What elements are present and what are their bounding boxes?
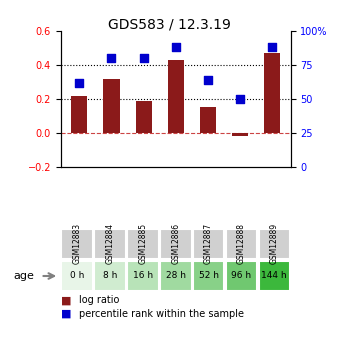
Text: GSM12887: GSM12887 [204, 223, 213, 264]
FancyBboxPatch shape [160, 260, 192, 291]
Text: 96 h: 96 h [232, 271, 251, 280]
Text: GSM12886: GSM12886 [171, 223, 180, 264]
Point [141, 56, 146, 61]
FancyBboxPatch shape [94, 229, 126, 259]
Point [237, 96, 243, 102]
Point [173, 45, 178, 50]
Text: GDS583 / 12.3.19: GDS583 / 12.3.19 [107, 17, 231, 31]
FancyBboxPatch shape [62, 260, 93, 291]
Text: percentile rank within the sample: percentile rank within the sample [79, 309, 244, 319]
FancyBboxPatch shape [127, 229, 159, 259]
Text: GSM12889: GSM12889 [270, 223, 279, 264]
FancyBboxPatch shape [193, 229, 224, 259]
Bar [103, 79, 120, 133]
Text: 52 h: 52 h [199, 271, 219, 280]
FancyBboxPatch shape [226, 229, 257, 259]
Point [77, 80, 82, 85]
Text: 0 h: 0 h [70, 271, 84, 280]
FancyBboxPatch shape [193, 260, 224, 291]
Bar [264, 53, 280, 133]
Text: ■: ■ [61, 295, 71, 305]
Text: GSM12884: GSM12884 [105, 223, 115, 264]
Bar [200, 107, 216, 133]
Text: 144 h: 144 h [262, 271, 287, 280]
FancyBboxPatch shape [259, 229, 290, 259]
FancyBboxPatch shape [127, 260, 159, 291]
Bar [71, 96, 87, 133]
Text: GSM12888: GSM12888 [237, 223, 246, 264]
Point [205, 77, 211, 83]
FancyBboxPatch shape [259, 260, 290, 291]
Text: age: age [14, 271, 34, 281]
FancyBboxPatch shape [226, 260, 257, 291]
Bar [232, 133, 248, 136]
Point [109, 56, 114, 61]
Point [269, 45, 275, 50]
Text: GSM12885: GSM12885 [139, 223, 147, 264]
Bar [136, 101, 152, 133]
Text: GSM12883: GSM12883 [73, 223, 82, 264]
FancyBboxPatch shape [160, 229, 192, 259]
Text: 8 h: 8 h [103, 271, 117, 280]
FancyBboxPatch shape [62, 229, 93, 259]
Text: log ratio: log ratio [79, 295, 120, 305]
Text: 28 h: 28 h [166, 271, 186, 280]
Bar [168, 60, 184, 133]
FancyBboxPatch shape [94, 260, 126, 291]
Text: ■: ■ [61, 309, 71, 319]
Text: 16 h: 16 h [133, 271, 153, 280]
